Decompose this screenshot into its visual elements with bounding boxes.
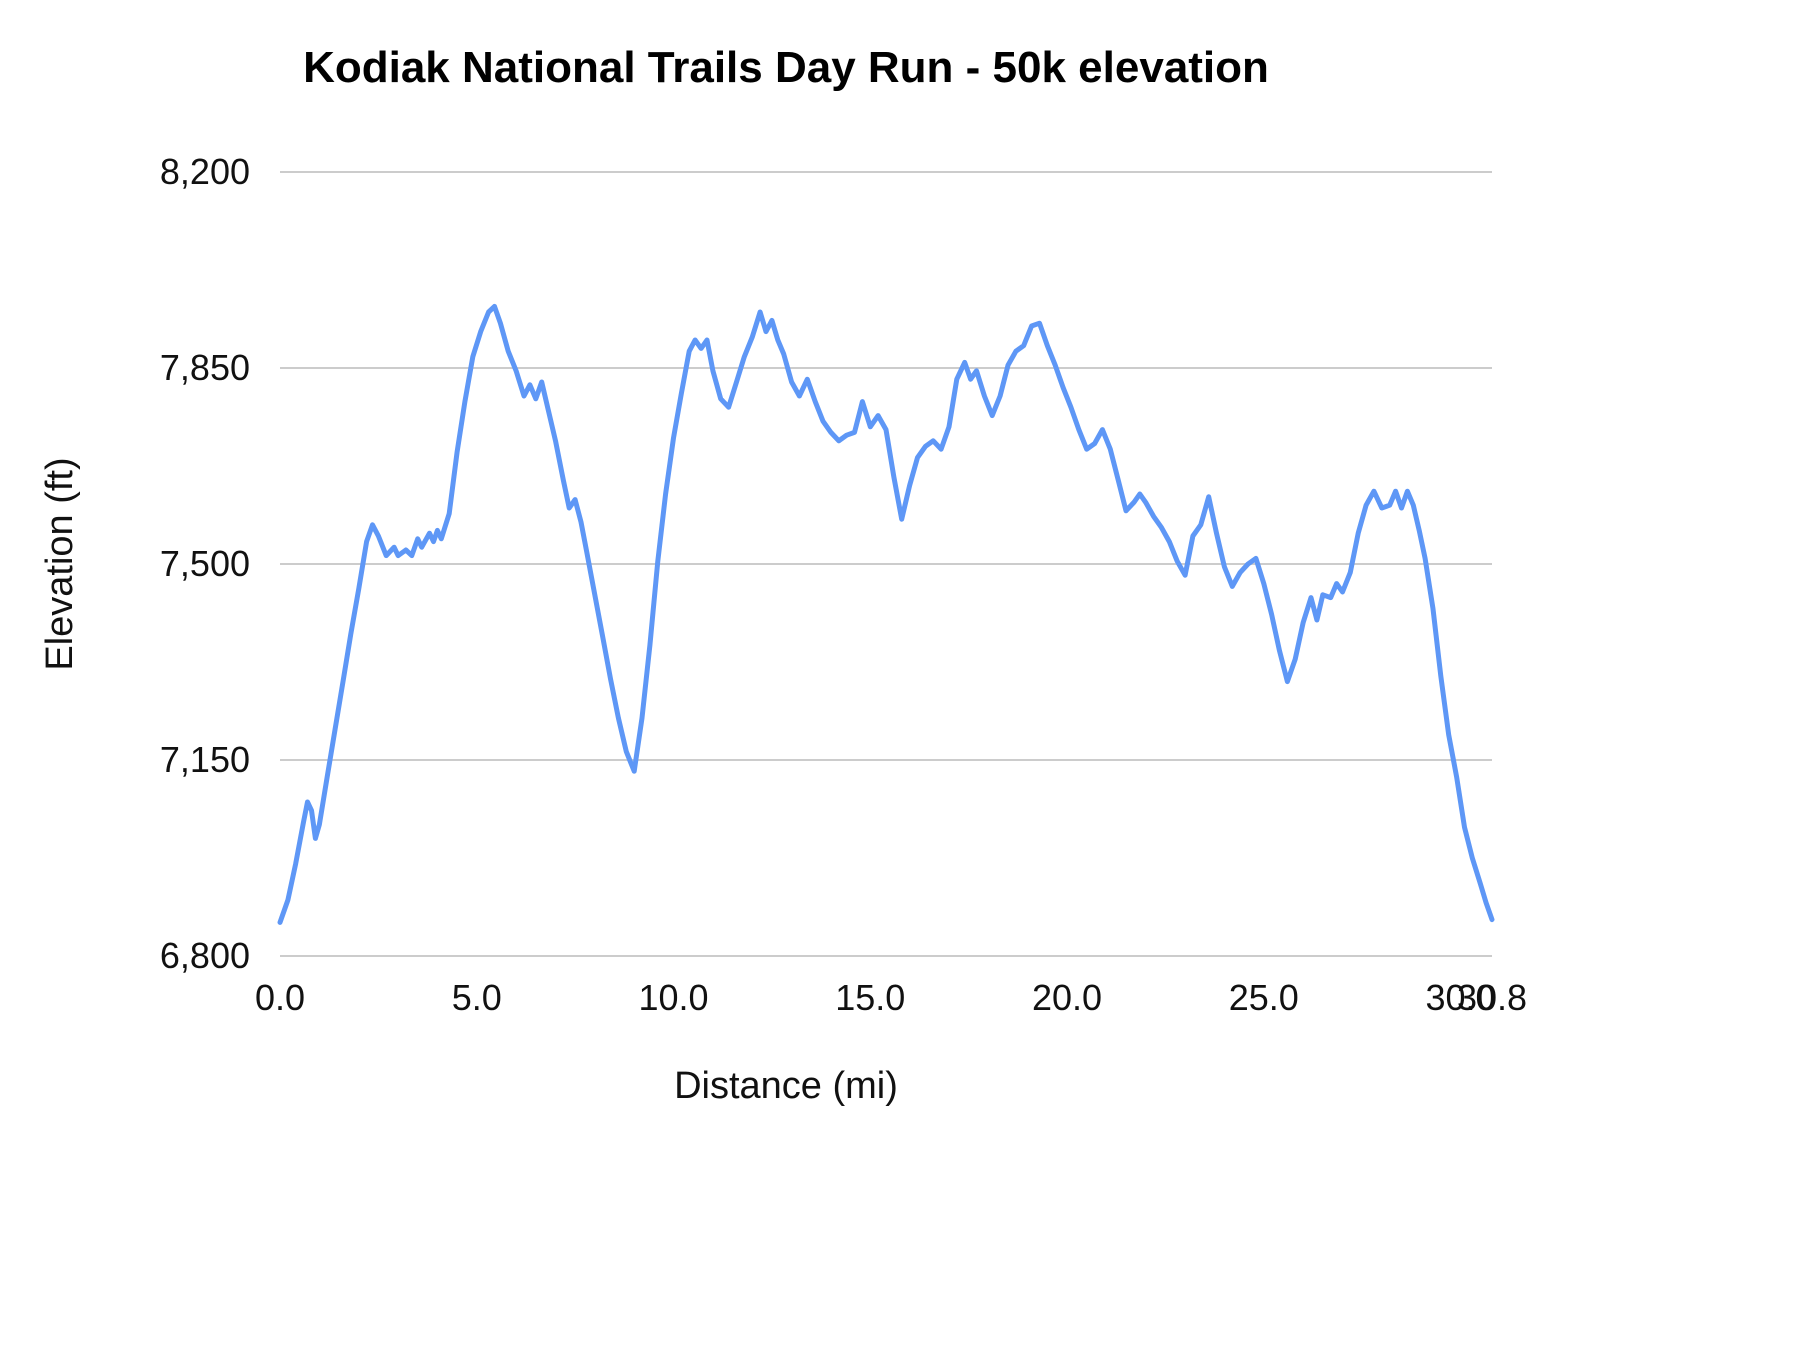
- x-tick-label: 15.0: [835, 977, 905, 1018]
- y-tick-label: 7,850: [160, 347, 250, 388]
- y-tick-label: 8,200: [160, 151, 250, 192]
- chart-title: Kodiak National Trails Day Run - 50k ele…: [303, 43, 1269, 92]
- x-tick-label: 10.0: [638, 977, 708, 1018]
- x-tick-label: 20.0: [1032, 977, 1102, 1018]
- y-tick-label: 7,500: [160, 543, 250, 584]
- x-axis-title: Distance (mi): [674, 1065, 898, 1107]
- gridlines: [280, 171, 1492, 957]
- y-tick-label: 7,150: [160, 739, 250, 780]
- x-axis-tick-labels: 0.0 5.0 10.0 15.0 20.0 25.0 30.030.8: [255, 977, 1527, 1018]
- x-tick-label: 5.0: [452, 977, 502, 1018]
- y-axis-title: Elevation (ft): [39, 457, 81, 670]
- y-axis-tick-labels: 6,800 7,150 7,500 7,850 8,200: [160, 151, 250, 976]
- elevation-line-series: [277, 303, 1495, 925]
- x-tick-label: 30.8: [1457, 977, 1527, 1018]
- x-tick-label: 25.0: [1229, 977, 1299, 1018]
- y-tick-label: 6,800: [160, 935, 250, 976]
- x-tick-label: 30.0: [1425, 977, 1495, 1018]
- x-tick-label: 0.0: [255, 977, 305, 1018]
